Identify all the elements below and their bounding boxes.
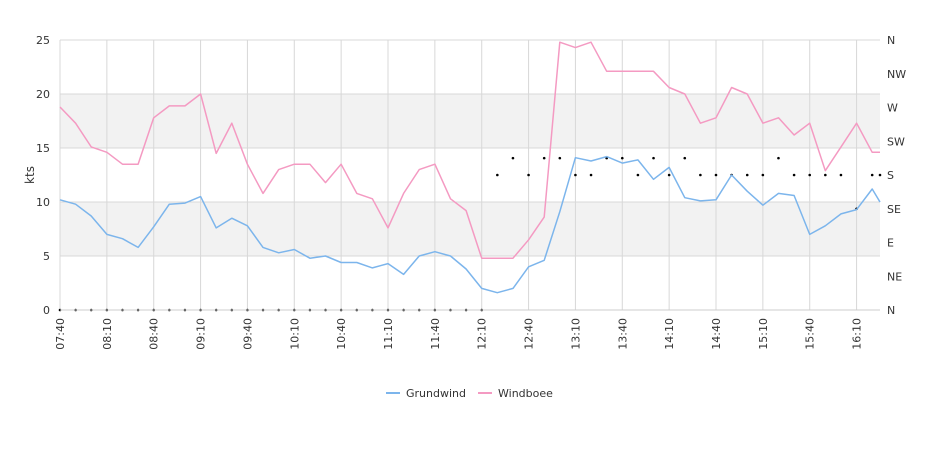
x-tick-label: 07:40	[54, 318, 67, 350]
direction-tick-label: W	[887, 102, 898, 115]
y-tick-label: 10	[36, 196, 50, 209]
direction-tick-label: E	[887, 237, 894, 250]
series-line-grundwind	[59, 155, 881, 294]
x-tick-label: 11:10	[382, 318, 395, 350]
direction-marker	[574, 173, 577, 177]
direction-marker	[839, 173, 843, 177]
x-tick-label: 13:10	[569, 318, 582, 350]
direction-tick-label: SW	[887, 135, 905, 148]
x-tick-label: 12:10	[476, 318, 489, 350]
direction-marker	[808, 173, 812, 177]
legend-item-windboee[interactable]: Windboee	[478, 387, 553, 400]
x-tick-label: 15:40	[804, 318, 817, 350]
x-tick-label: 08:10	[101, 318, 114, 350]
direction-marker	[870, 173, 874, 177]
x-tick-label: 12:40	[523, 318, 536, 350]
direction-marker	[511, 156, 515, 160]
x-tick-label: 09:40	[241, 318, 254, 350]
y-axis-title: kts	[23, 166, 37, 184]
x-tick-label: 15:10	[757, 318, 770, 350]
x-tick-label: 11:40	[429, 318, 442, 350]
direction-marker	[699, 173, 702, 177]
direction-marker	[777, 156, 780, 160]
x-tick-label: 10:40	[335, 318, 348, 350]
x-tick-label: 13:40	[616, 318, 629, 350]
x-tick-label: 10:10	[288, 318, 301, 350]
axes: 0 5 10 15 20 25 07:40 08:10 08:40 09:10 09:40 10:10…	[36, 34, 906, 350]
series-lines	[59, 41, 881, 294]
direction-marker	[745, 173, 749, 177]
direction-marker	[496, 173, 499, 177]
direction-tick-label: SE	[887, 203, 901, 216]
direction-tick-label: NW	[887, 68, 906, 81]
direction-marker	[667, 173, 671, 177]
x-tick-label: 08:40	[148, 318, 161, 350]
y-tick-label: 5	[43, 250, 50, 263]
direction-marker	[527, 173, 530, 177]
x-tick-label: 16:10	[851, 318, 864, 350]
direction-tick-label: N	[887, 304, 895, 317]
y-tick-label: 0	[43, 304, 50, 317]
y-tick-label: 20	[36, 88, 50, 101]
x-tick-label: 14:40	[710, 318, 723, 350]
direction-tick-label: N	[887, 34, 895, 47]
plot-band	[60, 94, 880, 148]
direction-marker	[878, 173, 882, 177]
grid-lines	[59, 39, 880, 311]
direction-marker	[824, 173, 827, 177]
legend-label: Grundwind	[406, 387, 466, 400]
x-tick-label: 09:10	[195, 318, 208, 350]
direction-marker	[652, 156, 655, 160]
direction-markers	[58, 156, 882, 312]
direction-marker	[558, 156, 562, 160]
direction-marker	[620, 156, 624, 160]
direction-tick-label: S	[887, 169, 894, 182]
legend-label: Windboee	[498, 387, 553, 400]
direction-marker	[761, 173, 765, 177]
direction-marker	[589, 173, 593, 177]
x-tick-label: 14:10	[663, 318, 676, 350]
direction-marker	[714, 173, 718, 177]
direction-marker	[683, 156, 687, 160]
direction-marker	[636, 173, 640, 177]
plot-band	[60, 202, 880, 256]
y-tick-label: 15	[36, 142, 50, 155]
series-line-windboee	[59, 41, 880, 259]
direction-tick-label: NE	[887, 270, 902, 283]
direction-marker	[542, 156, 546, 160]
y-tick-label: 25	[36, 34, 50, 47]
legend[interactable]: Grundwind Windboee	[386, 387, 553, 400]
legend-item-grundwind[interactable]: Grundwind	[386, 387, 466, 400]
plot-bands	[60, 94, 880, 256]
direction-marker	[792, 173, 796, 177]
